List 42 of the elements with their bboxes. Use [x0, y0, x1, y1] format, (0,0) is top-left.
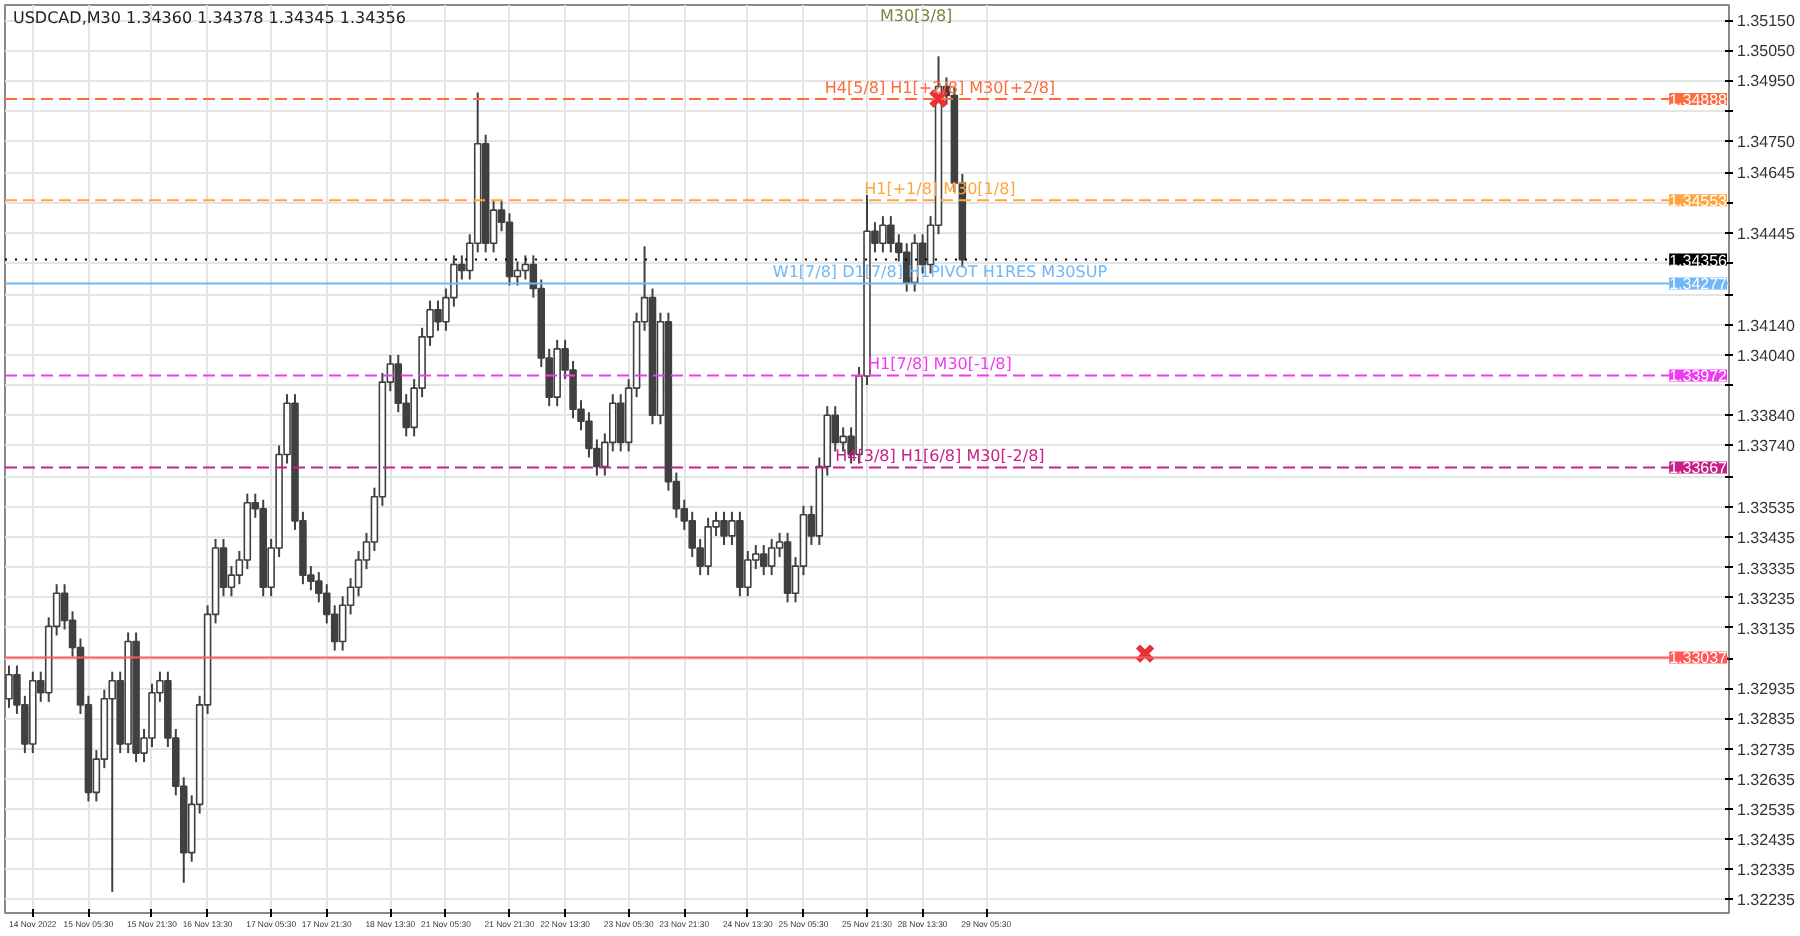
y-tick-label: 1.32235 [1737, 891, 1796, 910]
y-tick-label: 1.33435 [1737, 529, 1796, 548]
annotation: 1.34277 [1669, 275, 1729, 294]
y-tick-label: 1.35050 [1737, 42, 1796, 61]
annotation: 1.34888 [1669, 91, 1729, 110]
y-tick-label: 1.32335 [1737, 861, 1796, 880]
y-tick-label: 1.32435 [1737, 831, 1796, 850]
annotation: 1.34553 [1669, 192, 1729, 211]
candlestick [720, 510, 728, 546]
y-tick-label: 1.35150 [1737, 12, 1796, 31]
y-tick-label: 1.33740 [1737, 437, 1796, 456]
annotation: M30[3/8] [879, 7, 953, 25]
y-tick-label: 1.32735 [1737, 740, 1796, 759]
annotation: 1.33037 [1669, 649, 1729, 668]
y-tick-label: 1.33840 [1737, 407, 1796, 426]
annotation: 1.34356 [1669, 251, 1729, 270]
candlestick [759, 543, 768, 577]
y-tick-label: 1.32535 [1737, 800, 1796, 819]
candlestick [704, 516, 712, 577]
candlestick [616, 393, 625, 453]
annotation: 1.33972 [1669, 367, 1729, 386]
candlestick [887, 215, 895, 254]
annotation: 1.33667 [1669, 459, 1729, 478]
y-tick-label: 1.33335 [1737, 559, 1796, 578]
candlestick [5, 664, 13, 709]
y-tick-label: 1.34645 [1737, 164, 1796, 183]
y-tick-label: 1.34445 [1737, 224, 1796, 243]
y-tick-label: 1.33535 [1737, 499, 1796, 518]
y-tick-label: 1.32935 [1737, 680, 1796, 699]
y-tick-label: 1.33235 [1737, 589, 1796, 608]
y-tick-label: 1.32835 [1737, 710, 1796, 729]
y-tick-label: 1.34750 [1737, 132, 1796, 151]
candlestick [767, 537, 776, 577]
y-tick-label: 1.33135 [1737, 619, 1796, 638]
y-tick-label: 1.32635 [1737, 770, 1796, 789]
chart-title: USDCAD,M30 1.34360 1.34378 1.34345 1.34356 [13, 9, 406, 27]
y-tick-label: 1.34040 [1737, 346, 1796, 365]
y-tick-label: 1.34950 [1737, 72, 1796, 91]
candlestick [108, 670, 117, 893]
candlestick [434, 299, 442, 332]
y-tick-label: 1.34140 [1737, 316, 1796, 335]
candlestick [879, 215, 887, 254]
